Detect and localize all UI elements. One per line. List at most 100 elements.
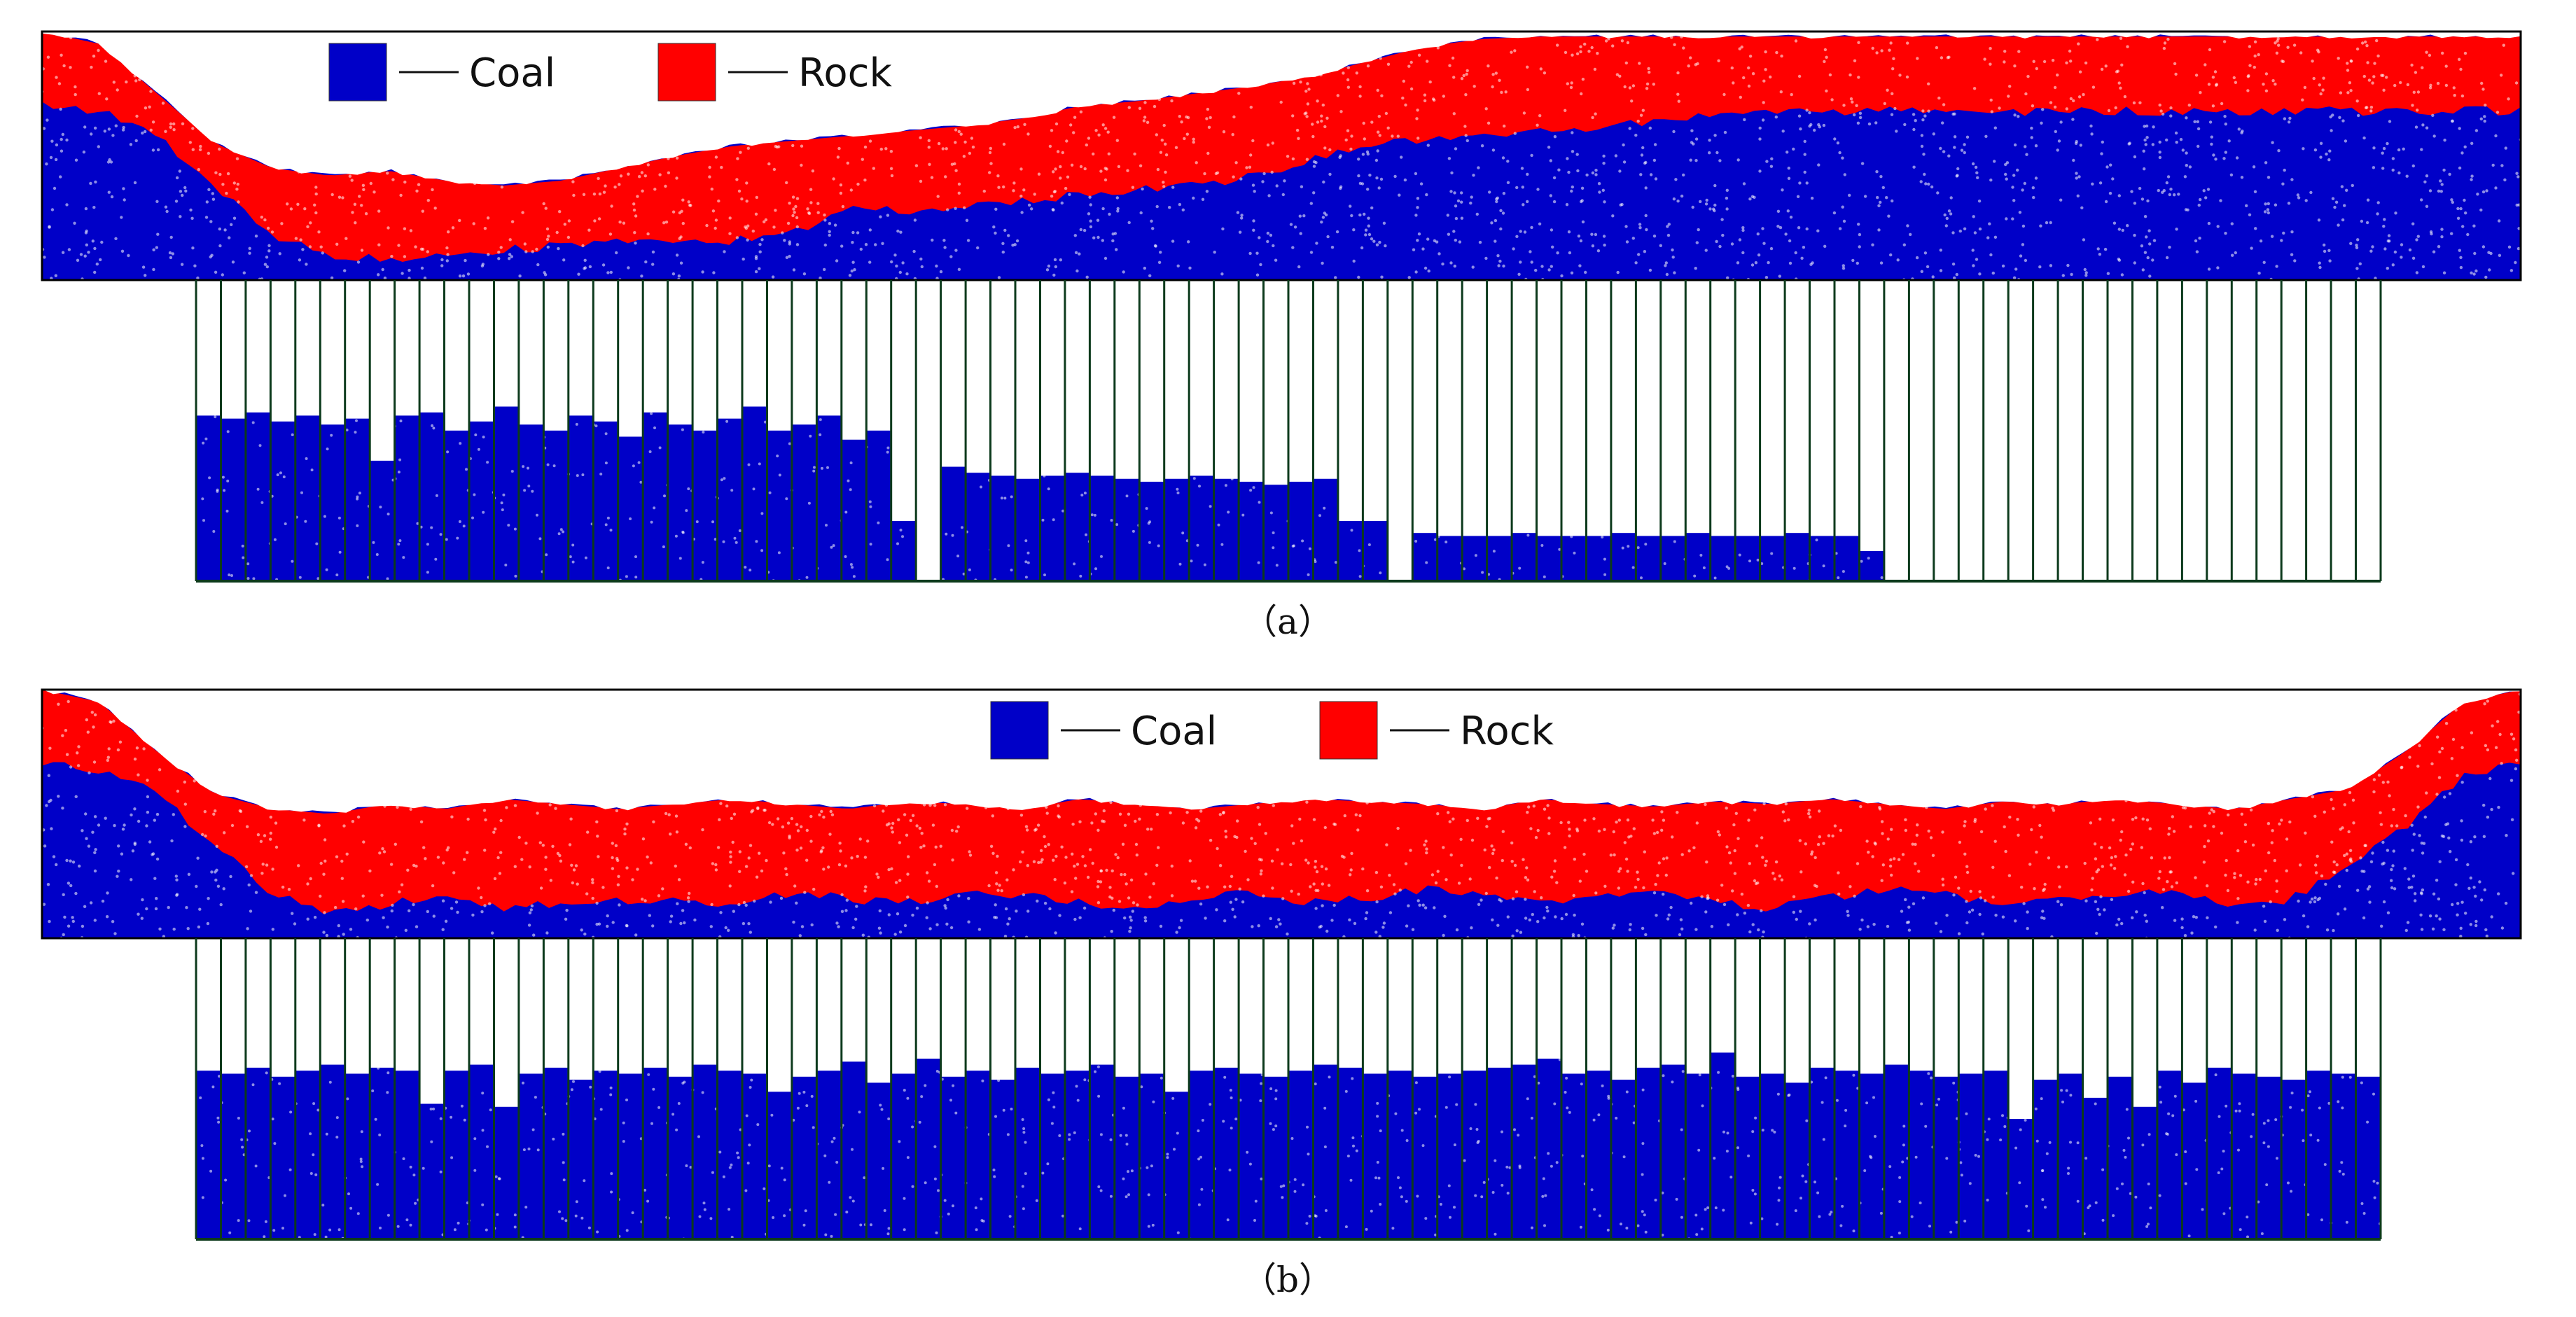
drawn-coal-column — [1586, 1071, 1611, 1239]
drawn-coal-column — [1462, 1071, 1487, 1239]
drawn-coal-column — [618, 1073, 643, 1239]
drawn-coal-column — [1586, 536, 1611, 581]
drawn-coal-column — [444, 431, 469, 581]
drawn-coal-column — [494, 406, 519, 581]
drawn-coal-column — [966, 1071, 991, 1239]
legend: Coal Rock — [328, 43, 892, 102]
drawn-coal-column — [394, 415, 420, 581]
drawn-coal-column — [940, 466, 966, 581]
drawn-coal-column — [891, 521, 917, 581]
drawn-coal-column — [1139, 482, 1164, 581]
particle-texture — [41, 692, 2522, 940]
drawn-coal-column — [692, 1064, 718, 1239]
drawn-coal-column — [295, 1071, 321, 1239]
drawn-coal-column — [816, 1071, 842, 1239]
drawn-coal-column — [2182, 1082, 2207, 1239]
drawn-coal-column — [1487, 1067, 1512, 1239]
drawn-coal-column — [1809, 536, 1834, 581]
drawn-coal-column — [1636, 536, 1661, 581]
drawn-coal-column — [518, 1073, 544, 1239]
legend-label-coal: Coal — [1131, 709, 1217, 754]
drawn-coal-column — [245, 1067, 271, 1239]
drawn-coal-column — [1164, 478, 1190, 581]
drawn-coal-column — [1089, 475, 1115, 581]
drawn-coal-column — [1735, 1076, 1760, 1239]
drawn-coal-column — [2355, 1076, 2381, 1239]
legend-swatch-coal — [990, 701, 1049, 760]
drawn-coal-column — [1512, 1064, 1537, 1239]
drawn-coal-column — [816, 415, 842, 581]
drawn-coal-column — [2232, 1073, 2257, 1239]
drawn-coal-column — [791, 1076, 817, 1239]
drawn-coal-column — [1363, 1073, 1388, 1239]
drawn-coal-column — [940, 1076, 966, 1239]
drawn-coal-column — [245, 412, 271, 581]
drawn-coal-column — [593, 421, 618, 581]
drawn-coal-column — [1487, 536, 1512, 581]
drawn-coal-column — [1685, 533, 1711, 581]
coal-rock-simulation-b: Coal Rock （b） — [41, 688, 2522, 1300]
drawn-coal-column — [1760, 536, 1785, 581]
legend: Coal Rock — [990, 701, 1554, 760]
panel-caption: （a） — [1242, 601, 1333, 642]
support-lines — [195, 280, 2382, 581]
drawn-coal-column — [1064, 1071, 1090, 1239]
drawn-coal-column — [841, 439, 867, 581]
drawn-coal-columns — [196, 406, 1884, 583]
drawn-coal-column — [866, 1082, 891, 1239]
drawn-coal-column — [1437, 1073, 1463, 1239]
drawn-coal-column — [1164, 1092, 1190, 1239]
drawn-coal-column — [1263, 485, 1288, 581]
drawn-coal-column — [1983, 1071, 2009, 1239]
drawn-coal-column — [1636, 1067, 1661, 1239]
legend-swatch-coal — [328, 43, 387, 102]
rock-layer — [42, 32, 2521, 262]
drawn-coal-column — [1387, 1071, 1413, 1239]
panel-b: Coal Rock （b） — [0, 658, 2576, 1316]
drawn-coal-column — [221, 418, 246, 581]
drawn-coal-column — [1710, 536, 1736, 581]
drawn-coal-column — [1760, 1073, 1785, 1239]
drawn-coal-column — [1213, 478, 1239, 581]
drawn-coal-column — [1139, 1073, 1164, 1239]
drawn-coal-column — [196, 415, 221, 581]
drawn-coal-column — [1288, 1071, 1314, 1239]
drawn-coal-column — [1834, 1071, 1860, 1239]
legend-label-coal: Coal — [469, 50, 555, 96]
drawn-coal-column — [2033, 1080, 2059, 1239]
drawn-coal-column — [1363, 521, 1388, 581]
legend-label-rock: Rock — [798, 50, 892, 96]
drawn-coal-column — [1462, 536, 1487, 581]
drawn-coal-column — [270, 421, 295, 581]
drawn-coal-column — [1015, 478, 1040, 581]
drawn-coal-column — [966, 473, 991, 581]
drawn-coal-column — [891, 1073, 917, 1239]
drawn-coal-column — [667, 424, 693, 581]
drawn-coal-column — [767, 1092, 792, 1239]
legend-swatch-rock — [657, 43, 716, 102]
coal-rock-simulation-a: Coal Rock （a） — [40, 30, 2523, 642]
drawn-coal-column — [1114, 1076, 1140, 1239]
drawn-coal-column — [1313, 478, 1338, 581]
drawn-coal-column — [568, 1080, 594, 1239]
drawn-coal-column — [320, 1064, 345, 1239]
drawn-coal-column — [916, 1059, 941, 1239]
drawn-coal-column — [196, 1071, 221, 1239]
drawn-coal-column — [518, 424, 544, 581]
drawn-coal-column — [1710, 1052, 1736, 1239]
drawn-coal-column — [1909, 1071, 1934, 1239]
drawn-coal-column — [2306, 1071, 2332, 1239]
drawn-coal-column — [1313, 1064, 1338, 1239]
drawn-coal-column — [1809, 1067, 1834, 1239]
drawn-coal-column — [692, 431, 718, 581]
model-frame — [41, 30, 2522, 281]
drawn-coal-column — [1685, 1073, 1711, 1239]
drawn-coal-column — [1288, 482, 1314, 581]
drawn-coal-column — [1189, 475, 1214, 581]
drawn-coal-column — [643, 1067, 668, 1239]
drawn-coal-column — [1189, 1071, 1214, 1239]
particle-texture — [40, 35, 2523, 281]
drawn-coal-column — [1834, 536, 1860, 581]
model-frame — [41, 688, 2522, 940]
drawn-coal-column — [370, 461, 395, 581]
